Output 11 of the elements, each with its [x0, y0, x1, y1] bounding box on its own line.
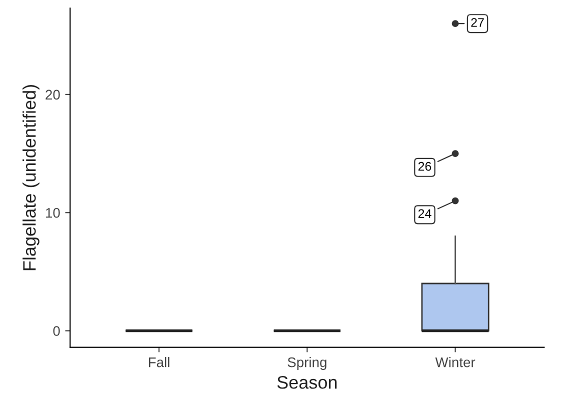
- annotation: 26: [418, 162, 432, 171]
- x-tick-label: Fall: [148, 357, 170, 368]
- x-tick-label: Winter: [435, 357, 476, 368]
- x-axis-title: Season: [277, 376, 337, 389]
- annotation: 27: [471, 18, 484, 27]
- y-tick-label: 10: [46, 208, 60, 218]
- annotation: 24: [418, 209, 432, 218]
- y-axis-title: Flagellate (unidentified): [22, 85, 40, 270]
- y-tick-label: 0: [53, 326, 60, 336]
- y-tick-label: 20: [46, 90, 60, 100]
- x-tick-label: Spring: [288, 357, 326, 370]
